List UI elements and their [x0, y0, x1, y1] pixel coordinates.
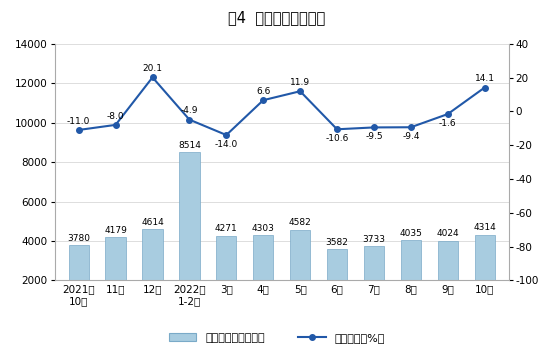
- Text: -14.0: -14.0: [215, 140, 238, 149]
- Text: -10.6: -10.6: [325, 134, 348, 143]
- Bar: [179, 152, 199, 320]
- Text: 4582: 4582: [289, 218, 311, 227]
- Text: 14.1: 14.1: [475, 74, 495, 83]
- Text: -9.5: -9.5: [365, 132, 383, 142]
- Bar: [475, 235, 495, 320]
- Text: 20.1: 20.1: [142, 64, 162, 73]
- Legend: 当月进口量（万吨）, 当月增速（%）: 当月进口量（万吨）, 当月增速（%）: [164, 328, 390, 347]
- Bar: [253, 235, 273, 320]
- Text: 4179: 4179: [104, 226, 127, 235]
- Text: -11.0: -11.0: [67, 117, 90, 126]
- Bar: [438, 240, 458, 320]
- Text: 11.9: 11.9: [290, 78, 310, 87]
- Bar: [401, 240, 421, 320]
- Bar: [105, 238, 126, 320]
- Text: 3733: 3733: [362, 235, 386, 244]
- Bar: [364, 246, 384, 320]
- Text: 4271: 4271: [215, 224, 238, 233]
- Text: -1.6: -1.6: [439, 119, 456, 128]
- Text: 3780: 3780: [67, 234, 90, 243]
- Text: 图4  原油进口月度走势: 图4 原油进口月度走势: [228, 11, 326, 25]
- Bar: [290, 229, 310, 320]
- Text: 4035: 4035: [399, 229, 422, 238]
- Text: 8514: 8514: [178, 140, 201, 150]
- Text: 6.6: 6.6: [256, 87, 270, 96]
- Text: 4303: 4303: [252, 224, 275, 233]
- Bar: [327, 249, 347, 320]
- Bar: [142, 229, 163, 320]
- Bar: [216, 236, 237, 320]
- Text: -9.4: -9.4: [402, 132, 419, 141]
- Text: -8.0: -8.0: [107, 112, 125, 121]
- Text: -4.9: -4.9: [181, 106, 198, 115]
- Text: 3582: 3582: [326, 238, 348, 247]
- Bar: [69, 245, 89, 320]
- Text: 4024: 4024: [437, 229, 459, 238]
- Text: 4314: 4314: [473, 223, 496, 232]
- Text: 4614: 4614: [141, 217, 164, 227]
